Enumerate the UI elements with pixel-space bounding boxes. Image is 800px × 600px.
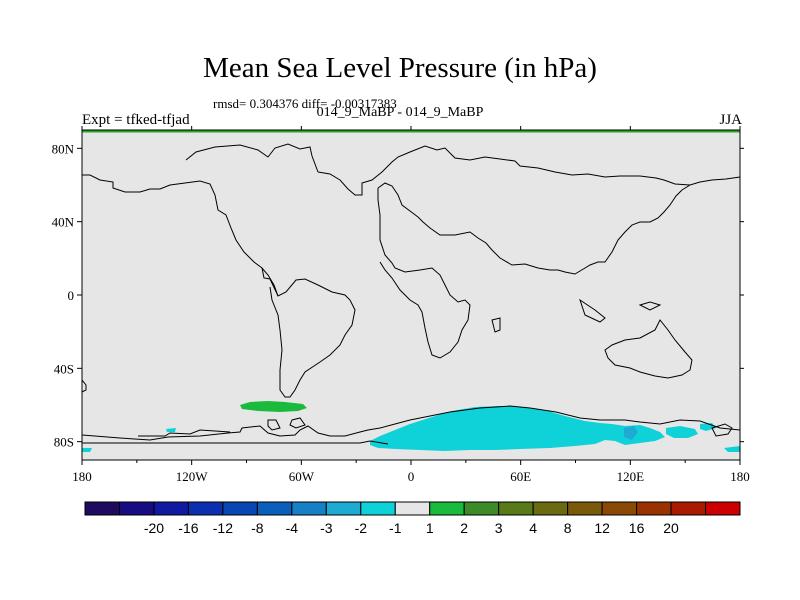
colorbar-swatch	[118, 501, 155, 516]
y-tick-label: 80N	[52, 141, 75, 156]
y-axis: 80N 40N 0 40S 80S	[52, 141, 744, 450]
y-tick-label: 40S	[54, 361, 74, 376]
colorbar-label: 12	[594, 520, 610, 536]
colorbar-label: -12	[213, 520, 233, 536]
colorbar-swatch	[187, 501, 224, 516]
colorbar-label: 8	[564, 520, 572, 536]
x-tick-label: 120E	[617, 469, 645, 484]
colorbar-label: -20	[144, 520, 164, 536]
x-tick-label: 180	[730, 469, 750, 484]
y-tick-label: 80S	[54, 435, 74, 450]
colorbar-label: -1	[389, 520, 402, 536]
y-tick-label: 0	[68, 288, 75, 303]
colorbar-swatch	[84, 501, 120, 516]
colorbar-label: -16	[178, 520, 198, 536]
colorbar-swatch	[532, 501, 569, 516]
colorbar-swatch	[601, 501, 638, 516]
colorbar-label: 20	[663, 520, 679, 536]
colorbar-label: 1	[426, 520, 434, 536]
x-tick-label: 60E	[510, 469, 531, 484]
colorbar-label: 4	[529, 520, 537, 536]
colorbar-swatch	[705, 501, 741, 516]
colorbar-label: 2	[460, 520, 468, 536]
x-tick-label: 120W	[176, 469, 209, 484]
colorbar-swatch	[636, 501, 672, 516]
colorbar: -20 -16 -12 -8 -4 -3 -2 -1 1 2 3 4 8 12 16 20	[84, 501, 741, 536]
chart-title: Mean Sea Level Pressure (in hPa)	[203, 52, 597, 84]
colorbar-swatch	[291, 501, 327, 516]
x-axis: 180 120W 60W 0 60E 120E 180	[72, 126, 750, 484]
experiment-label: Expt = tfked-tfjad	[82, 112, 190, 128]
stats-text: rmsd= 0.304376 diff= -0.00317383	[213, 96, 397, 111]
anomaly-green	[240, 401, 307, 412]
season-label: JJA	[719, 112, 742, 128]
colorbar-label: 16	[629, 520, 645, 536]
y-tick-label: 40N	[52, 215, 75, 230]
colorbar-swatch	[394, 501, 431, 516]
anomaly-cyan	[82, 406, 740, 452]
colorbar-swatch	[256, 501, 293, 516]
colorbar-swatch	[153, 501, 189, 516]
colorbar-swatch	[498, 501, 534, 516]
chart-subtitle: 014_9_MaBP - 014_9_MaBP	[316, 105, 484, 120]
x-tick-label: 60W	[289, 469, 315, 484]
colorbar-swatch	[567, 501, 603, 516]
colorbar-swatch	[222, 501, 258, 516]
colorbar-swatch	[429, 501, 465, 516]
x-tick-label: 180	[72, 469, 92, 484]
colorbar-swatch	[325, 501, 362, 516]
colorbar-label: -3	[320, 520, 333, 536]
map-background	[82, 130, 740, 460]
colorbar-label: -4	[286, 520, 299, 536]
colorbar-swatch	[360, 501, 396, 516]
colorbar-label: -8	[251, 520, 264, 536]
colorbar-swatch	[670, 501, 707, 516]
colorbar-label: 3	[495, 520, 503, 536]
colorbar-swatch	[463, 501, 500, 516]
x-tick-label: 0	[408, 469, 415, 484]
coastlines	[81, 143, 741, 445]
colorbar-label: -2	[355, 520, 368, 536]
